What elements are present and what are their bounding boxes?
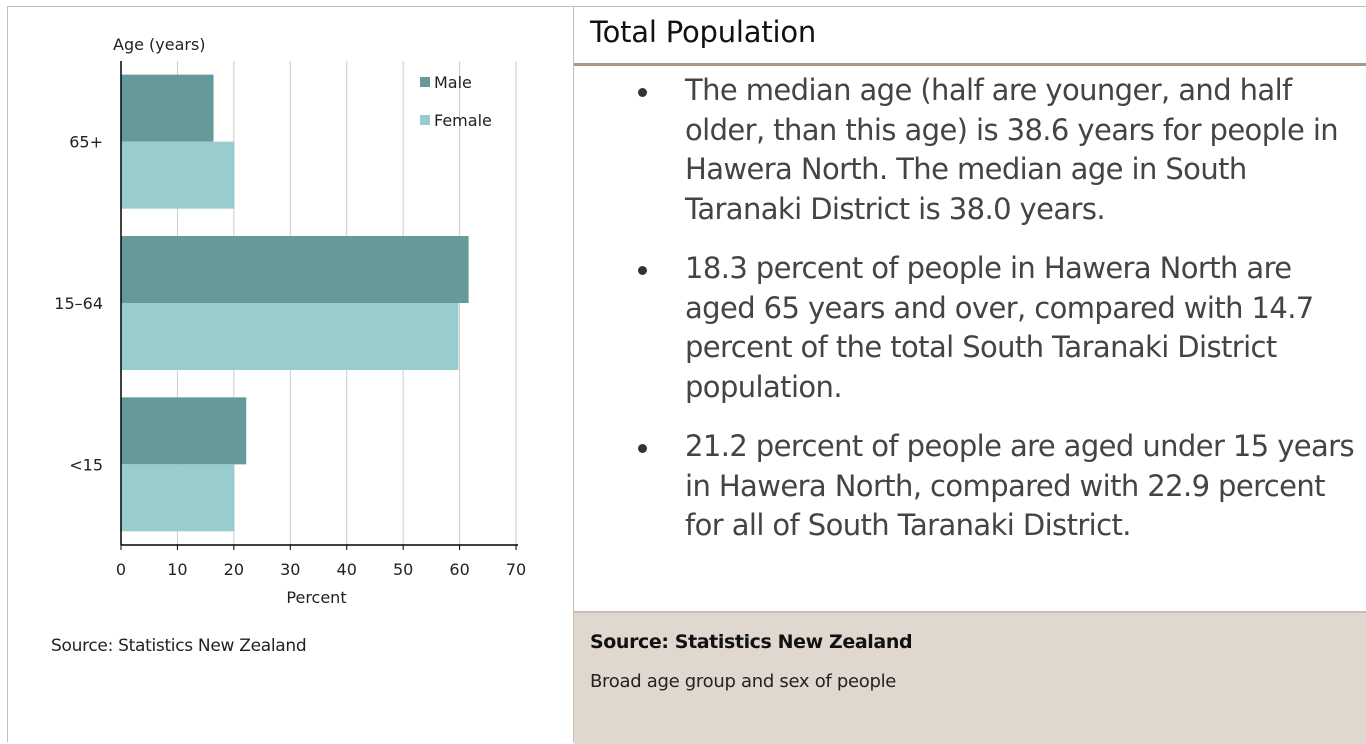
legend-label: Male (434, 73, 472, 92)
page-frame (7, 6, 1366, 742)
bullet-item: 21.2 percent of people are aged under 15… (574, 427, 1366, 546)
x-tick-label: 30 (280, 560, 300, 579)
bullet-item: The median age (half are younger, and ha… (574, 71, 1366, 229)
category-label: <15 (69, 455, 103, 474)
bar-female (121, 141, 235, 209)
bullet-dot-icon (638, 266, 647, 275)
footer-source: Source: Statistics New Zealand (590, 631, 913, 653)
bullet-text: 18.3 percent of people in Hawera North a… (685, 251, 1314, 404)
chart-panel: 65+ 15–64 <15 0 10 20 30 40 50 60 70 Percent Age (ye… (8, 7, 573, 742)
legend-swatch-female (420, 115, 430, 125)
x-axis-title: Percent (286, 588, 346, 607)
bar-female (121, 464, 235, 532)
panel-divider (573, 6, 574, 742)
bullet-text: 21.2 percent of people are aged under 15… (685, 429, 1355, 542)
footer-box: Source: Statistics New Zealand Broad age… (574, 611, 1366, 744)
y-axis-title: Age (years) (113, 35, 206, 54)
x-tick-label: 40 (337, 560, 357, 579)
category-label: 65+ (69, 133, 103, 152)
bullet-dot-icon (638, 88, 647, 97)
bullet-list: The median age (half are younger, and ha… (574, 71, 1366, 566)
section-title: Total Population (590, 15, 817, 49)
legend-label: Female (434, 111, 492, 130)
legend-swatch-male (420, 77, 430, 87)
bar-male (121, 397, 247, 465)
text-panel: Total Population The median age (half ar… (574, 7, 1366, 744)
bar-female (121, 303, 459, 370)
bar-male (121, 236, 469, 303)
footer-caption: Broad age group and sex of people (590, 671, 897, 692)
bullet-item: 18.3 percent of people in Hawera North a… (574, 249, 1366, 407)
x-tick-label: 0 (116, 560, 126, 579)
x-tick-label: 50 (393, 560, 413, 579)
x-tick-label: 20 (224, 560, 244, 579)
bar-male (121, 74, 214, 142)
x-tick-label: 10 (167, 560, 187, 579)
category-label: 15–64 (54, 294, 103, 313)
bullet-dot-icon (638, 444, 647, 453)
title-rule (574, 63, 1366, 66)
chart-source-note: Source: Statistics New Zealand (51, 636, 307, 656)
bullet-text: The median age (half are younger, and ha… (685, 73, 1339, 226)
x-tick-label: 60 (449, 560, 469, 579)
age-sex-bar-chart: 65+ 15–64 <15 0 10 20 30 40 50 60 70 Percent Age (ye… (54, 35, 526, 607)
x-tick-label: 70 (506, 560, 526, 579)
